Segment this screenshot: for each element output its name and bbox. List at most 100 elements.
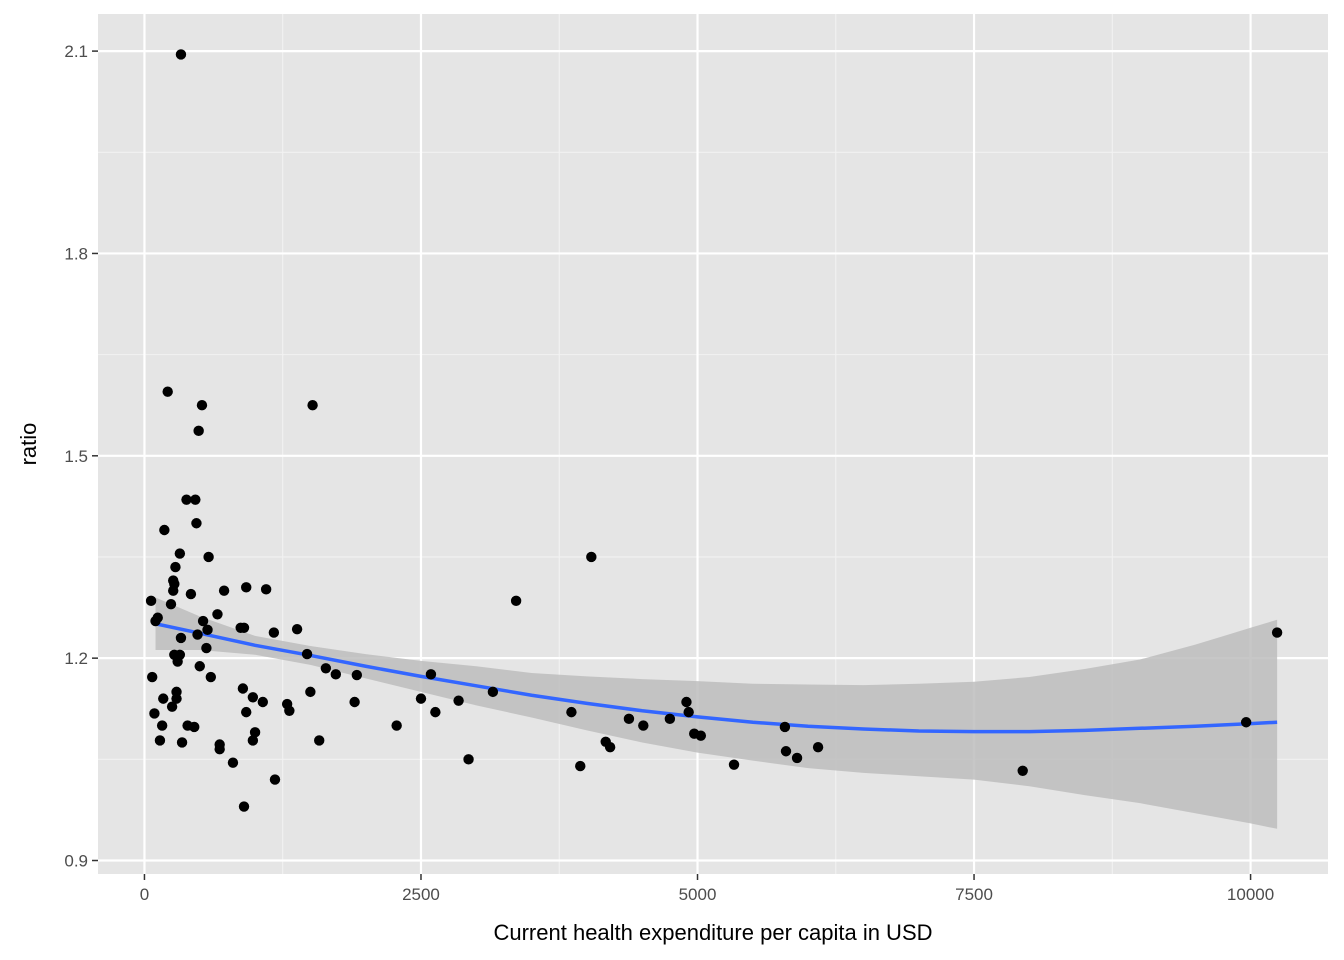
data-point: [453, 695, 464, 706]
data-point: [314, 735, 325, 746]
data-point: [791, 752, 803, 764]
data-point: [247, 692, 259, 703]
data-point: [575, 760, 586, 772]
data-point: [681, 696, 692, 708]
data-point: [695, 730, 707, 741]
data-point: [197, 615, 209, 627]
data-point: [193, 425, 204, 437]
data-point: [205, 671, 217, 683]
data-point: [165, 599, 177, 610]
data-point: [174, 548, 186, 559]
data-point: [241, 706, 252, 718]
data-point: [330, 669, 342, 680]
data-point: [487, 686, 499, 698]
data-point: [203, 551, 214, 563]
data-point: [162, 386, 173, 397]
data-point: [154, 735, 166, 746]
y-tick-label: 2.1: [64, 42, 88, 61]
data-point: [227, 757, 239, 768]
data-point: [189, 721, 200, 733]
data-point: [257, 696, 269, 708]
data-point: [174, 649, 186, 660]
data-point: [147, 671, 158, 683]
x-tick-label: 7500: [955, 885, 993, 904]
data-point: [604, 741, 616, 753]
x-tick-label: 10000: [1227, 885, 1274, 904]
x-tick-label: 2500: [402, 885, 440, 904]
x-axis: 0 2500 5000 7500 10000: [140, 874, 1274, 904]
data-point: [425, 669, 437, 680]
data-point: [238, 622, 250, 633]
data-point: [190, 494, 201, 505]
data-point: [415, 693, 427, 704]
minor-gridlines: [98, 14, 1328, 874]
data-point: [214, 739, 225, 750]
data-point: [237, 683, 249, 694]
confidence-band: [155, 597, 1278, 829]
data-point: [185, 588, 197, 600]
data-point: [284, 705, 295, 716]
data-point: [301, 648, 313, 660]
data-point: [191, 518, 202, 529]
data-points: [145, 49, 1283, 812]
data-point: [349, 696, 360, 708]
data-point: [181, 494, 192, 505]
data-point: [238, 801, 250, 812]
y-tick-label: 1.2: [64, 649, 88, 668]
x-axis-title: Current health expenditure per capita in…: [493, 920, 932, 945]
data-point: [194, 661, 205, 672]
y-axis: 0.9 1.2 1.5 1.8 2.1: [64, 42, 98, 871]
data-point: [176, 737, 188, 748]
data-point: [156, 720, 168, 731]
y-tick-label: 0.9: [64, 852, 88, 871]
data-point: [158, 693, 169, 704]
data-point: [664, 713, 676, 725]
data-point: [1017, 765, 1028, 776]
data-point: [145, 595, 157, 607]
data-point: [269, 774, 281, 785]
x-tick-label: 0: [140, 885, 149, 904]
data-point: [391, 720, 402, 731]
data-point: [586, 551, 597, 563]
data-point: [463, 754, 474, 765]
data-point: [351, 669, 363, 681]
data-point: [1271, 627, 1283, 638]
data-point: [779, 721, 791, 733]
data-point: [170, 561, 181, 573]
data-point: [1240, 717, 1252, 728]
data-point: [175, 632, 187, 644]
data-point: [166, 701, 178, 712]
data-point: [152, 612, 163, 623]
data-point: [510, 595, 522, 607]
y-axis-title: ratio: [16, 423, 41, 466]
data-point: [291, 623, 303, 635]
smooth-trend-line: [155, 622, 1278, 734]
data-point: [638, 720, 649, 731]
data-point: [780, 746, 792, 757]
data-point: [247, 735, 259, 746]
x-tick-label: 5000: [679, 885, 717, 904]
data-point: [268, 627, 280, 638]
data-point: [430, 706, 441, 718]
y-tick-label: 1.8: [64, 244, 88, 263]
data-point: [566, 706, 577, 718]
data-point: [260, 584, 272, 595]
data-point: [683, 706, 694, 718]
data-point: [241, 582, 252, 593]
data-point: [623, 713, 635, 725]
y-tick-label: 1.5: [64, 447, 88, 466]
data-point: [169, 578, 180, 590]
data-point: [728, 759, 740, 770]
data-point: [249, 727, 261, 738]
data-point: [320, 663, 332, 674]
data-point: [149, 708, 160, 719]
data-point: [218, 585, 230, 596]
data-point: [192, 629, 203, 640]
data-point: [196, 400, 208, 411]
data-point: [202, 624, 213, 636]
data-point: [201, 642, 212, 654]
data-point: [212, 609, 223, 620]
data-point: [305, 686, 316, 698]
data-point: [175, 49, 187, 60]
